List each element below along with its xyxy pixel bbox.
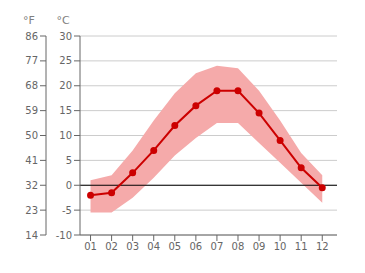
svg-text:09: 09 xyxy=(253,241,266,252)
svg-text:59: 59 xyxy=(25,105,38,116)
svg-text:14: 14 xyxy=(25,230,38,241)
svg-text:5: 5 xyxy=(66,155,72,166)
svg-text:12: 12 xyxy=(316,241,329,252)
svg-text:86: 86 xyxy=(25,31,38,42)
svg-text:0: 0 xyxy=(66,180,72,191)
svg-text:02: 02 xyxy=(105,241,118,252)
svg-text:15: 15 xyxy=(59,105,72,116)
svg-text:°F: °F xyxy=(23,14,35,27)
svg-text:-10: -10 xyxy=(56,230,72,241)
svg-text:08: 08 xyxy=(232,241,245,252)
svg-text:04: 04 xyxy=(147,241,160,252)
svg-text:01: 01 xyxy=(84,241,97,252)
svg-text:50: 50 xyxy=(25,130,38,141)
svg-text:07: 07 xyxy=(211,241,224,252)
svg-text:77: 77 xyxy=(25,55,38,66)
svg-text:06: 06 xyxy=(189,241,202,252)
svg-text:32: 32 xyxy=(25,180,38,191)
svg-text:41: 41 xyxy=(25,155,38,166)
svg-text:11: 11 xyxy=(295,241,308,252)
svg-text:68: 68 xyxy=(25,80,38,91)
svg-text:10: 10 xyxy=(59,130,72,141)
svg-text:25: 25 xyxy=(59,55,72,66)
svg-text:10: 10 xyxy=(274,241,287,252)
svg-text:-5: -5 xyxy=(62,205,72,216)
svg-text:23: 23 xyxy=(25,205,38,216)
svg-text:°C: °C xyxy=(56,14,70,27)
svg-text:30: 30 xyxy=(59,31,72,42)
svg-text:05: 05 xyxy=(168,241,181,252)
svg-text:20: 20 xyxy=(59,80,72,91)
svg-text:03: 03 xyxy=(126,241,139,252)
